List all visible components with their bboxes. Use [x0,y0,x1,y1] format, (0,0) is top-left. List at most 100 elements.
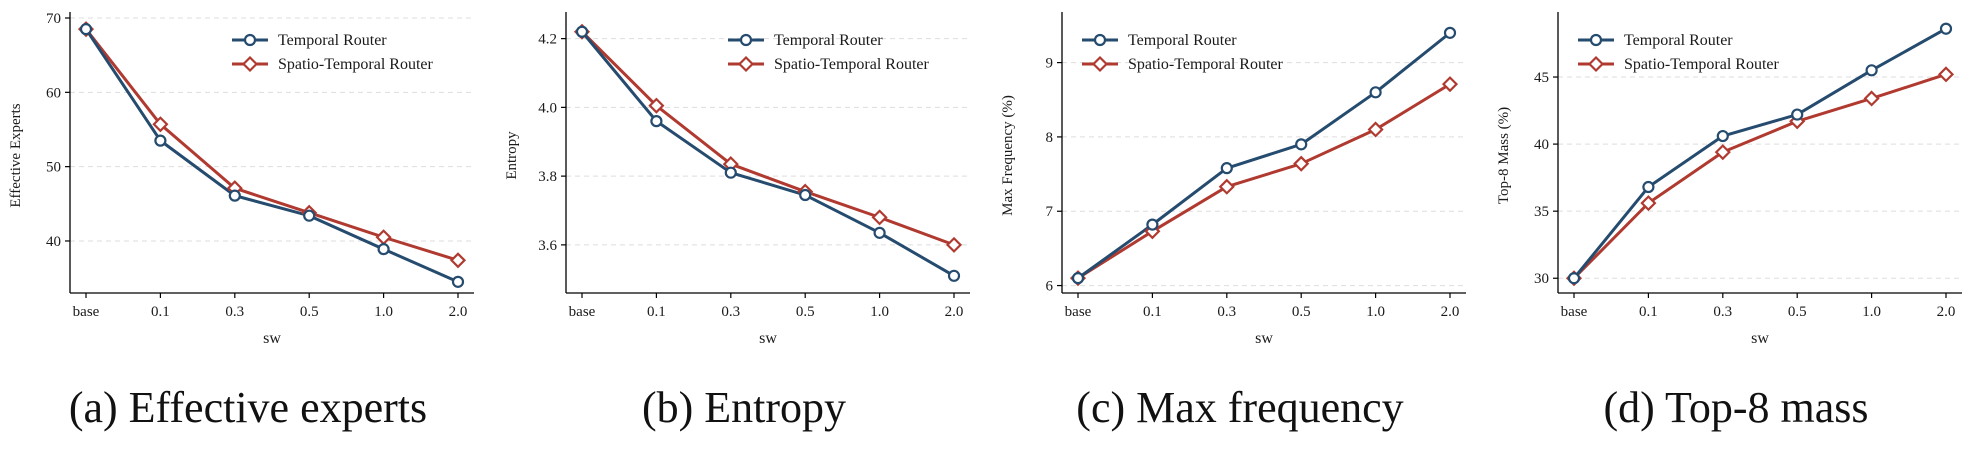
caption-max-frequency: (c) Max frequency [1076,383,1404,432]
data-point-temporal-router [1071,272,1085,285]
chart-entropy: 3.6 3.8 4.0 4.2 base 0.1 0.3 0.5 1.0 2.0 sw Entropy… [504,12,970,347]
data-point-temporal-router [1865,64,1878,77]
y-tick-label: 60 [46,85,61,101]
data-point-temporal-router [1567,272,1581,285]
x-tick-label: 1.0 [374,304,393,320]
data-point-temporal-router [154,134,167,147]
data-point-temporal-router [1443,26,1457,39]
chart-max-frequency: 6 7 8 9 base 0.1 0.3 0.5 1.0 2.0 sw Max Frequency (… [1000,12,1466,347]
chart-effective-experts: 40 50 60 70 base 0.1 0.3 0.5 1.0 2.0 sw Effective E… [8,11,474,347]
series-line-temporal-router [84,28,459,284]
legend-label: Temporal Router [774,32,883,49]
legend-label: Spatio-Temporal Router [774,56,930,73]
x-axis-label: sw [1255,330,1273,347]
x-tick-label: base [1065,304,1092,320]
x-axis-label: sw [1751,330,1769,347]
y-axis-label: Effective Experts [8,103,24,207]
data-point-spatio-temporal-router [449,252,467,269]
series-line-temporal-router [1077,31,1451,280]
x-tick-label: 0.3 [1217,304,1236,320]
data-point-temporal-router [1939,22,1953,35]
x-tick-label: base [1561,304,1588,320]
data-point-temporal-router [799,188,812,202]
series-line-spatio-temporal-router [1077,82,1451,280]
y-axis-label: Top-8 Mass (%) [1496,107,1512,204]
series-line-temporal-router [580,30,955,278]
y-tick-label: 40 [1534,137,1549,153]
y-axis-label: Entropy [504,131,520,180]
data-point-temporal-router [1642,180,1655,194]
legend-item-spatio-temporal-router: Spatio-Temporal Router [1082,55,1284,73]
x-tick-label: 2.0 [449,304,468,320]
legend-item-spatio-temporal-router: Spatio-Temporal Router [1578,55,1780,73]
x-tick-label: 2.0 [1937,304,1956,320]
data-point-temporal-router [947,269,961,282]
y-tick-label: 30 [1534,271,1549,287]
y-tick-label: 50 [46,160,61,176]
y-tick-label: 45 [1534,70,1549,86]
data-point-spatio-temporal-router [1640,195,1657,212]
legend-label: Spatio-Temporal Router [1128,56,1284,73]
x-tick-label: 1.0 [1862,304,1881,320]
x-tick-label: 0.1 [1143,304,1162,320]
data-point-temporal-router [1295,138,1308,151]
legend-marker-circle [739,33,753,47]
data-point-temporal-router [451,275,465,288]
data-point-spatio-temporal-router [152,116,169,133]
x-tick-label: 0.5 [300,304,319,320]
legend-item-temporal-router: Temporal Router [728,32,883,49]
chart-panel-top8-mass: 30 35 40 45 base 0.1 0.3 0.5 1.0 2.0 sw Top-8 Mass … [1488,0,1984,450]
data-point-temporal-router [377,243,390,256]
legend-marker-diamond [1587,55,1605,73]
y-tick-label: 9 [1046,56,1054,72]
data-point-temporal-router [650,115,663,128]
data-point-spatio-temporal-router [1863,90,1880,107]
x-tick-label: 0.1 [647,304,666,320]
y-tick-label: 4.0 [538,100,557,116]
x-tick-label: 0.1 [1639,304,1658,320]
legend-marker-circle [1589,33,1603,47]
legend-marker-diamond [241,55,259,73]
series-line-spatio-temporal-router [84,28,459,262]
legend-marker-circle [243,33,257,47]
data-point-temporal-router [79,23,93,36]
legend-marker-diamond [737,55,755,73]
legend-label: Spatio-Temporal Router [1624,56,1780,73]
data-point-spatio-temporal-router [648,97,665,114]
x-tick-label: base [569,304,596,320]
y-tick-label: 3.8 [538,169,557,185]
x-tick-label: 0.3 [225,304,244,320]
legend-item-temporal-router: Temporal Router [1578,32,1733,49]
caption-effective-experts: (a) Effective experts [68,383,428,432]
data-point-temporal-router [1791,108,1804,121]
data-point-spatio-temporal-router [1714,144,1731,161]
legend-label: Temporal Router [1128,32,1237,49]
y-tick-label: 40 [46,234,61,250]
data-point-temporal-router [1146,218,1159,231]
data-point-spatio-temporal-router [945,236,963,253]
x-tick-label: 0.1 [151,304,170,320]
y-tick-label: 4.2 [538,32,557,48]
y-tick-label: 35 [1534,204,1549,220]
x-axis-label: sw [759,330,777,347]
data-point-temporal-router [724,166,737,179]
x-tick-label: base [73,304,100,320]
legend-item-spatio-temporal-router: Spatio-Temporal Router [232,55,434,73]
y-tick-label: 7 [1046,204,1054,220]
x-tick-label: 1.0 [1366,304,1385,320]
data-point-temporal-router [873,226,886,239]
x-tick-label: 0.5 [1292,304,1311,320]
legend-marker-circle [1093,33,1107,47]
y-tick-label: 3.6 [538,238,557,254]
x-tick-label: 0.5 [1788,304,1807,320]
data-point-temporal-router [1716,129,1729,143]
caption-entropy: (b) Entropy [641,383,847,432]
series-line-spatio-temporal-router [1572,72,1947,280]
data-point-spatio-temporal-router [871,209,888,226]
y-tick-label: 70 [46,11,61,27]
data-point-spatio-temporal-router [1367,121,1384,138]
legend-item-temporal-router: Temporal Router [232,32,387,49]
y-axis-label: Max Frequency (%) [1000,95,1016,216]
data-point-temporal-router [1369,86,1382,99]
data-point-spatio-temporal-router [1937,66,1955,83]
